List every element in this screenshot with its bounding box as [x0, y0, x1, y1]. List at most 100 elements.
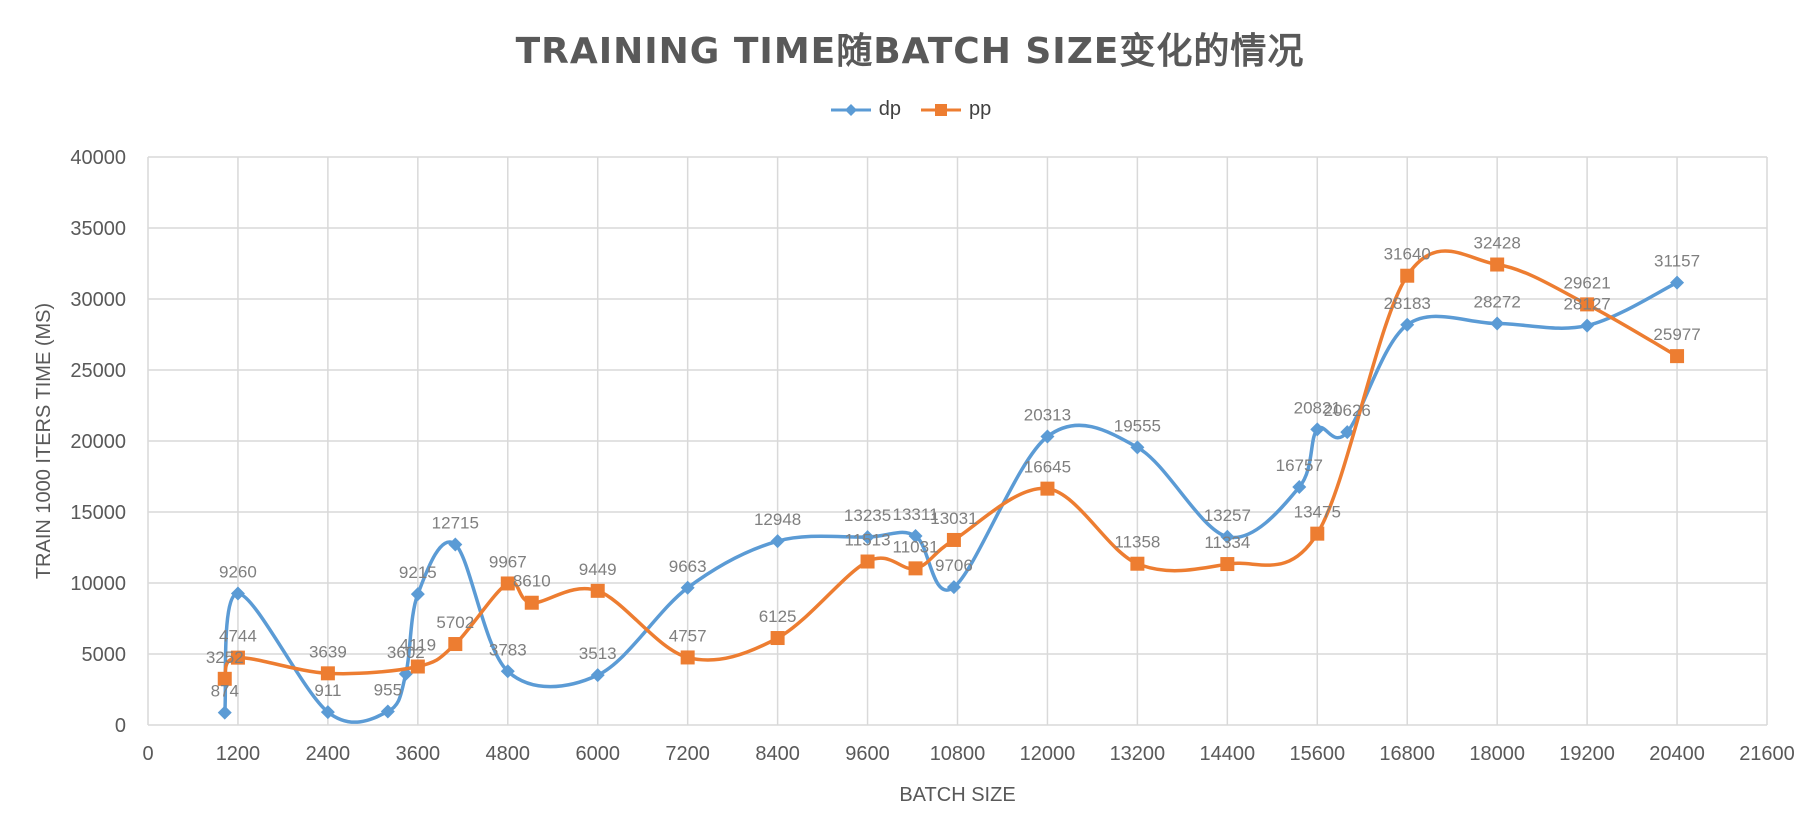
data-label-pp: 32428: [1474, 234, 1521, 253]
point-dp: [1400, 317, 1415, 332]
data-label-dp: 911: [314, 681, 341, 700]
x-tick-label: 1200: [216, 743, 261, 765]
point-dp: [770, 534, 785, 549]
data-label-pp: 13031: [930, 509, 977, 528]
data-label-dp: 13311: [893, 505, 939, 524]
x-tick-label: 16800: [1379, 743, 1435, 765]
data-label-dp: 9260: [219, 563, 257, 582]
data-label-dp: 31157: [1654, 252, 1700, 271]
data-labels: 874 9260 911 955 3602 9215 12715 3783 3513 9663 12…: [206, 234, 1701, 701]
data-label-dp: 9663: [669, 557, 707, 576]
data-label-dp: 874: [211, 682, 239, 701]
data-label-dp: 20821: [1294, 398, 1341, 417]
gridlines: [147, 156, 1768, 726]
data-label-pp: 8610: [513, 572, 551, 591]
data-label-dp: 9706: [935, 556, 973, 575]
data-label-pp: 6125: [759, 607, 797, 626]
point-dp: [410, 587, 425, 602]
legend-marker-pp: [921, 103, 961, 116]
point-dp: [1130, 440, 1145, 455]
legend: dp pp: [0, 98, 1820, 121]
data-label-pp: 29621: [1563, 273, 1610, 292]
point-pp: [1490, 257, 1505, 272]
point-dp: [448, 537, 463, 552]
point-dp: [500, 664, 515, 679]
point-pp: [448, 637, 463, 652]
point-pp: [908, 561, 923, 576]
data-label-dp: 12948: [754, 510, 801, 529]
data-label-dp: 13257: [1204, 506, 1251, 525]
data-label-pp: 13475: [1294, 503, 1341, 522]
point-dp: [380, 704, 395, 719]
data-label-dp: 28183: [1384, 294, 1431, 313]
point-dp: [1310, 422, 1325, 437]
x-tick-label: 19200: [1559, 743, 1615, 765]
data-label-pp: 11513: [845, 531, 891, 550]
point-pp: [1040, 481, 1055, 496]
data-label-pp: 5702: [436, 613, 474, 632]
point-pp: [590, 583, 605, 598]
data-label-pp: 9449: [579, 560, 617, 579]
point-pp: [230, 650, 245, 665]
point-dp: [230, 586, 245, 601]
point-pp: [680, 650, 695, 665]
y-tick-label: 0: [115, 715, 126, 737]
y-tick-label: 25000: [70, 360, 126, 382]
point-pp: [217, 671, 232, 686]
y-tick-label: 10000: [70, 573, 126, 595]
data-label-pp: 11334: [1204, 533, 1250, 552]
y-tick-label: 15000: [70, 502, 126, 524]
point-dp: [1490, 316, 1505, 331]
point-pp: [1670, 349, 1685, 364]
data-label-dp: 12715: [432, 513, 479, 532]
data-label-pp: 16645: [1024, 458, 1071, 477]
x-tick-label: 0: [142, 743, 153, 765]
axis-ticks: 0 1200 2400 3600 4800 6000 7200 8400 9600 10800 12…: [70, 147, 1794, 765]
data-label-dp: 20626: [1324, 401, 1371, 420]
series-layer: [217, 249, 1685, 724]
point-dp: [1040, 429, 1055, 444]
point-dp: [860, 530, 875, 545]
x-axis-label: BATCH SIZE: [899, 784, 1015, 806]
x-tick-label: 15600: [1289, 743, 1345, 765]
data-label-dp: 19555: [1114, 416, 1161, 435]
legend-label-pp: pp: [969, 98, 992, 120]
data-label-pp: 9967: [489, 552, 527, 571]
point-dp: [1220, 529, 1235, 544]
x-tick-label: 10800: [930, 743, 986, 765]
data-label-dp: 3513: [579, 644, 617, 663]
point-dp: [908, 528, 923, 543]
data-label-pp: 11358: [1114, 533, 1160, 552]
x-tick-label: 9600: [845, 743, 890, 765]
x-tick-label: 6000: [575, 743, 620, 765]
data-label-pp: 3639: [309, 642, 347, 661]
data-label-pp: 31640: [1384, 245, 1431, 264]
x-tick-label: 4800: [486, 743, 531, 765]
point-pp: [1130, 556, 1145, 571]
point-pp: [500, 576, 515, 591]
chart-title: TRAINING TIME随BATCH SIZE变化的情况: [515, 31, 1305, 72]
y-tick-label: 20000: [70, 431, 126, 453]
legend-label-dp: dp: [878, 98, 901, 120]
data-label-dp: 13235: [844, 506, 891, 525]
x-tick-label: 18000: [1469, 743, 1525, 765]
data-label-pp: 4119: [400, 636, 437, 655]
data-label-dp: 3602: [387, 643, 425, 662]
point-dp: [1340, 425, 1355, 440]
point-dp: [1670, 275, 1685, 290]
y-axis-label: TRAIN 1000 ITERS TIME (MS): [33, 303, 55, 579]
legend-marker-dp: [830, 103, 871, 116]
point-pp: [1580, 297, 1595, 312]
y-tick-label: 35000: [70, 218, 126, 240]
y-tick-label: 5000: [82, 644, 127, 666]
x-tick-label: 20400: [1649, 743, 1705, 765]
data-label-pp: 3252: [206, 648, 244, 667]
point-pp: [524, 595, 539, 610]
legend-item-pp: pp: [919, 98, 991, 121]
data-label-dp: 9215: [399, 563, 437, 582]
x-tick-label: 3600: [396, 743, 441, 765]
point-pp: [860, 554, 875, 569]
point-dp: [1292, 480, 1307, 495]
data-label-dp: 28272: [1474, 293, 1521, 312]
data-label-dp: 3783: [489, 640, 527, 659]
